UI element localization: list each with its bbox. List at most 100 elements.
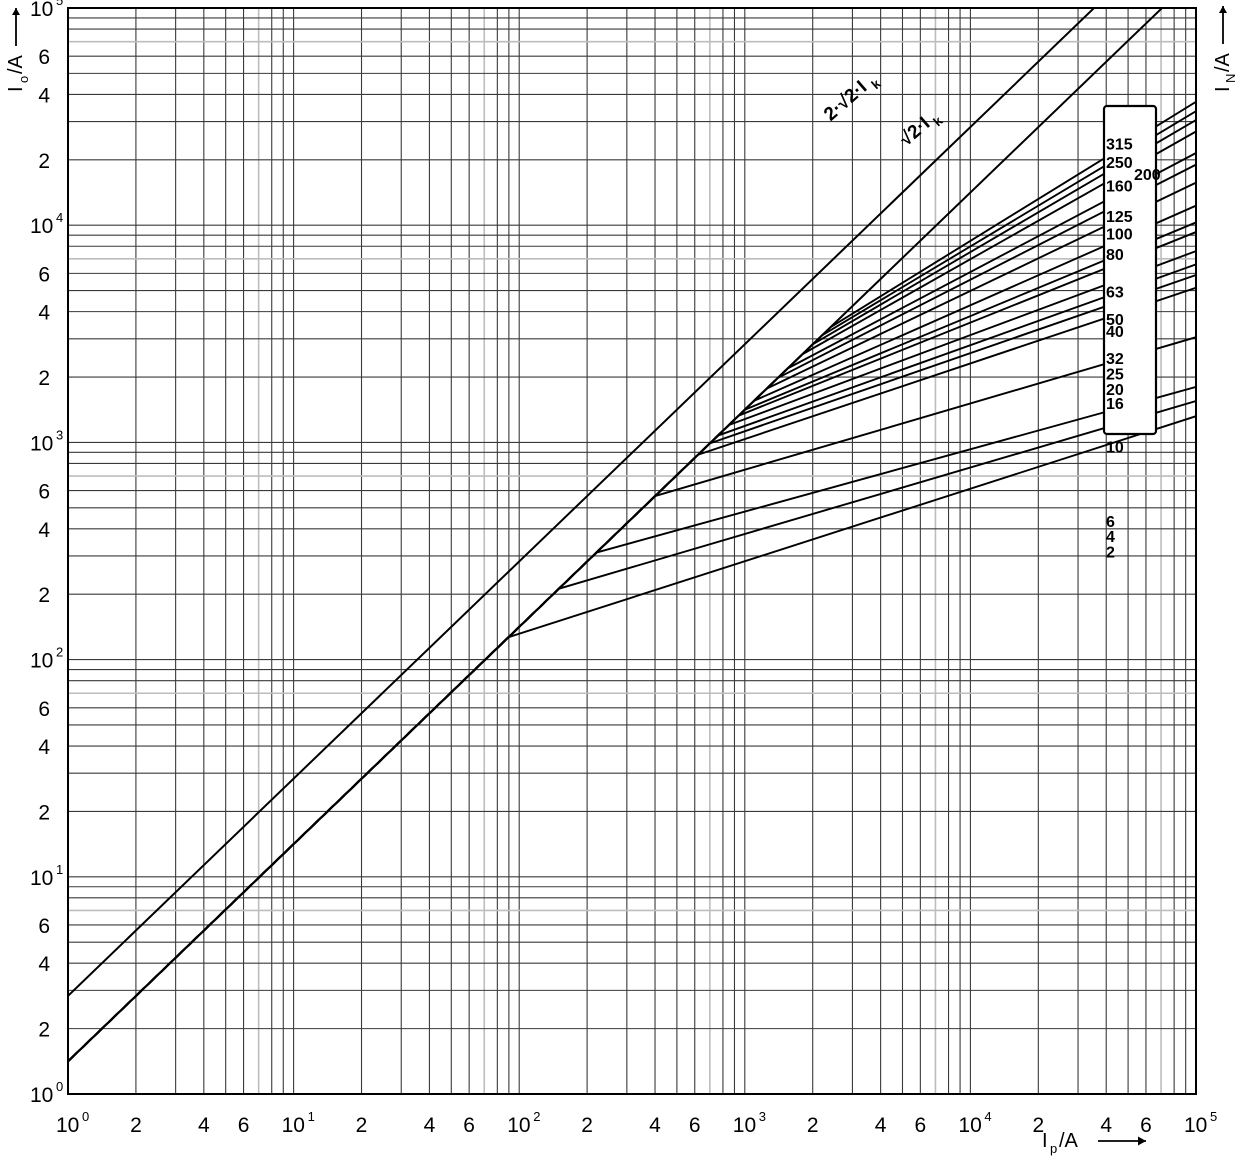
svg-text:N: N — [1223, 74, 1238, 83]
svg-text:10: 10 — [56, 1114, 79, 1137]
y-tick-label: 4 — [38, 519, 50, 542]
legend-entry-32: 32 — [1106, 351, 1124, 368]
y-axis-right-arrow-head — [1219, 6, 1227, 13]
svg-text:4: 4 — [649, 1114, 661, 1137]
svg-text:6: 6 — [238, 1114, 250, 1137]
svg-text:2: 2 — [807, 1114, 819, 1137]
x-tick-label: 4 — [1100, 1114, 1112, 1137]
svg-text:10: 10 — [958, 1114, 981, 1137]
svg-text:2: 2 — [38, 367, 50, 390]
svg-text:4: 4 — [38, 519, 50, 542]
y-axis-left-title: Io/A — [5, 8, 31, 92]
y-tick-label: 6 — [38, 915, 50, 938]
legend-entry-50: 50 — [1106, 312, 1124, 329]
legend-entry-315: 315 — [1106, 136, 1133, 153]
svg-text:6: 6 — [915, 1114, 927, 1137]
x-tick-label: 6 — [463, 1114, 475, 1137]
y-axis-right-title: IN/A — [1212, 6, 1238, 92]
grid — [67, 8, 1196, 1095]
svg-text:10: 10 — [30, 1084, 53, 1107]
plot-frame — [67, 7, 1197, 1095]
reference-line-2v2Ik — [68, 8, 1096, 997]
svg-text:0: 0 — [56, 1079, 63, 1094]
legend-entry-25: 25 — [1106, 366, 1124, 383]
x-tick-label: 6 — [689, 1114, 701, 1137]
y-tick-label: 4 — [38, 736, 50, 759]
y-tick-label: 10 2 — [30, 645, 63, 673]
svg-text:4: 4 — [38, 84, 50, 107]
svg-text:4: 4 — [875, 1114, 887, 1137]
x-tick-label: 10 3 — [733, 1109, 766, 1137]
svg-text:10: 10 — [30, 432, 53, 455]
svg-text:6: 6 — [38, 263, 50, 286]
svg-text:2: 2 — [130, 1114, 142, 1137]
svg-text:2: 2 — [38, 1019, 50, 1042]
legend-box[interactable] — [1102, 104, 1158, 436]
svg-text:6: 6 — [1140, 1114, 1152, 1137]
svg-text:4: 4 — [56, 210, 63, 225]
svg-text:6: 6 — [38, 915, 50, 938]
svg-text:10: 10 — [30, 0, 53, 21]
y-tick-label: 2 — [38, 584, 50, 607]
x-tick-label: 10 2 — [507, 1109, 540, 1137]
svg-text:/A: /A — [5, 54, 27, 74]
svg-text:2: 2 — [1032, 1114, 1044, 1137]
svg-text:1: 1 — [56, 862, 63, 877]
y-tick-label: 10 5 — [30, 0, 63, 21]
svg-text:3: 3 — [56, 427, 63, 442]
y-tick-label: 10 1 — [30, 862, 63, 890]
svg-text:10: 10 — [733, 1114, 756, 1137]
x-tick-label: 2 — [1032, 1114, 1044, 1137]
curve-group — [68, 8, 1196, 1063]
svg-text:4: 4 — [198, 1114, 210, 1137]
svg-text:2: 2 — [581, 1114, 593, 1137]
svg-text:0: 0 — [82, 1109, 89, 1124]
y-tick-label: 2 — [38, 801, 50, 824]
svg-text:2: 2 — [356, 1114, 368, 1137]
y-tick-label: 6 — [38, 46, 50, 69]
y-tick-label: 2 — [38, 1019, 50, 1042]
svg-text:10: 10 — [282, 1114, 305, 1137]
y-tick-label: 6 — [38, 481, 50, 504]
x-tick-label: 4 — [875, 1114, 887, 1137]
svg-text:2: 2 — [38, 150, 50, 173]
y-tick-label: 4 — [38, 953, 50, 976]
y-tick-label: 10 3 — [30, 427, 63, 455]
x-tick-label: 4 — [424, 1114, 436, 1137]
legend-entry-40: 40 — [1106, 324, 1124, 341]
x-tick-label: 10 5 — [1184, 1109, 1217, 1137]
y-tick-label: 6 — [38, 263, 50, 286]
svg-text:4: 4 — [984, 1109, 991, 1124]
legend-entry-200: 200 — [1134, 167, 1161, 184]
svg-text:p: p — [1050, 1141, 1057, 1156]
svg-text:4: 4 — [1100, 1114, 1112, 1137]
x-tick-label: 2 — [356, 1114, 368, 1137]
legend-entry-4: 4 — [1106, 529, 1115, 546]
legend-entry-100: 100 — [1106, 227, 1133, 244]
svg-text:6: 6 — [38, 46, 50, 69]
y-tick-label: 4 — [38, 84, 50, 107]
legend-entry-20: 20 — [1106, 382, 1124, 399]
x-tick-label: 2 — [581, 1114, 593, 1137]
svg-text:5: 5 — [56, 0, 63, 8]
svg-text:2: 2 — [38, 584, 50, 607]
y-axis-left-arrow-head — [12, 8, 20, 15]
svg-text:4: 4 — [424, 1114, 436, 1137]
x-tick-label: 6 — [238, 1114, 250, 1137]
svg-text:10: 10 — [1184, 1114, 1207, 1137]
x-tick-label: 4 — [198, 1114, 210, 1137]
x-tick-label: 2 — [807, 1114, 819, 1137]
legend-entry-2: 2 — [1106, 544, 1115, 561]
svg-text:6: 6 — [689, 1114, 701, 1137]
svg-text:3: 3 — [759, 1109, 766, 1124]
x-tick-label: 6 — [915, 1114, 927, 1137]
svg-text:6: 6 — [38, 698, 50, 721]
svg-text:4: 4 — [38, 736, 50, 759]
x-axis-arrow-head — [1138, 1136, 1146, 1146]
svg-text:o: o — [16, 76, 31, 83]
legend-entry-6: 6 — [1106, 514, 1115, 531]
x-tick-label: 10 1 — [282, 1109, 315, 1137]
svg-text:10: 10 — [30, 867, 53, 890]
